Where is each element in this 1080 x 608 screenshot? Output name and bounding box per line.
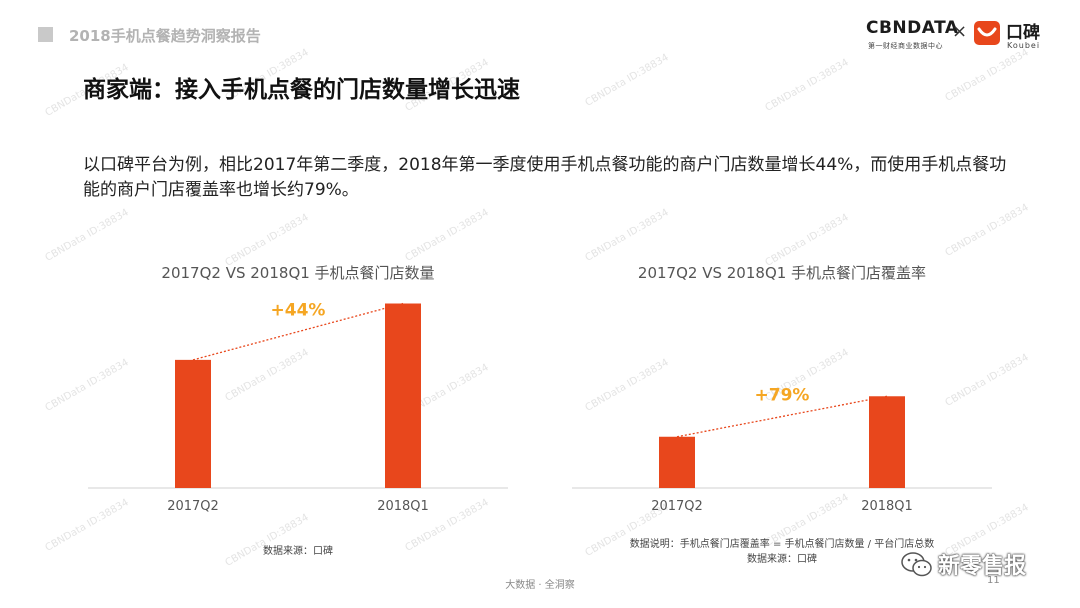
cbndata-logo: CBNDATA — [866, 18, 959, 38]
x-tick-label: 2017Q2 — [651, 499, 703, 514]
koubei-logo: 口碑 — [1006, 23, 1040, 43]
koubei-subtitle: Koubei — [1007, 41, 1041, 50]
times-sign: × — [952, 21, 968, 42]
chart-plot: 2017Q2 2018Q1 +79% — [572, 386, 992, 514]
chart-note: 数据说明：手机点餐门店覆盖率 = 手机点餐门店数量 / 平台门店总数 — [629, 539, 935, 550]
header-marker — [38, 27, 53, 42]
bar-2018Q1 — [385, 303, 421, 488]
watermark-text: CBNData ID:38834 — [583, 52, 671, 109]
watermark-text: CBNData ID:38834 — [223, 212, 311, 269]
growth-trend-line — [192, 302, 404, 361]
chart-source: 数据来源：口碑 — [747, 554, 817, 565]
chart-title: 2017Q2 VS 2018Q1 手机点餐门店数量 — [161, 264, 435, 282]
cbndata-tagline: 第一财经商业数据中心 — [868, 42, 943, 50]
page-number: 11 — [987, 575, 1000, 586]
brand-logos: CBNDATA 第一财经商业数据中心 × 口碑 Koubei — [866, 18, 1041, 54]
x-tick-label: 2018Q1 — [861, 499, 913, 514]
watermark-text: CBNData ID:38834 — [43, 207, 131, 264]
bar-2017Q2 — [659, 436, 695, 488]
x-tick-label: 2017Q2 — [167, 499, 219, 514]
watermark-text: CBNData ID:38834 — [763, 57, 851, 114]
bar-2017Q2 — [175, 359, 211, 488]
footer-text: 大数据 · 全洞察 — [505, 580, 575, 591]
watermark-text: CBNData ID:38834 — [583, 207, 671, 264]
wechat-icon — [901, 552, 932, 577]
watermark-text: CBNData ID:38834 — [763, 212, 851, 269]
chart-note: 数据来源：口碑 — [263, 546, 333, 557]
growth-label: +79% — [755, 386, 810, 406]
wechat-badge: 新零售报 — [900, 547, 1050, 581]
x-tick-label: 2018Q1 — [377, 499, 429, 514]
watermark-text: CBNData ID:38834 — [943, 47, 1031, 104]
slide-description: 以口碑平台为例，相比2017年第二季度，2018年第一季度使用手机点餐功能的商户… — [83, 155, 1007, 200]
page-title: 商家端：接入手机点餐的门店数量增长迅速 — [83, 77, 520, 103]
growth-label: +44% — [271, 301, 326, 321]
bar-2018Q1 — [869, 396, 905, 488]
wechat-account-name: 新零售报 — [938, 554, 1027, 579]
watermark-text: CBNData ID:38834 — [403, 207, 491, 264]
chart-plot: 2017Q2 2018Q1 +44% — [88, 301, 508, 514]
watermark-text: CBNData ID:38834 — [943, 202, 1031, 259]
chart-title: 2017Q2 VS 2018Q1 手机点餐门店覆盖率 — [637, 264, 927, 282]
koubei-logo-icon — [974, 21, 1000, 45]
report-title: 2018手机点餐趋势洞察报告 — [69, 27, 261, 45]
